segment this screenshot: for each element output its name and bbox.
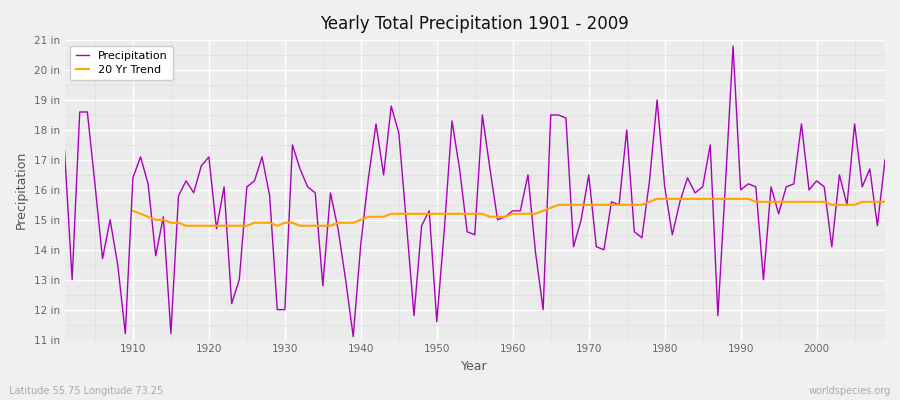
20 Yr Trend xyxy=(181,223,192,228)
Precipitation xyxy=(728,44,739,48)
Legend: Precipitation, 20 Yr Trend: Precipitation, 20 Yr Trend xyxy=(70,46,173,80)
Text: Latitude 55.75 Longitude 73.25: Latitude 55.75 Longitude 73.25 xyxy=(9,386,163,396)
20 Yr Trend xyxy=(834,202,845,207)
20 Yr Trend xyxy=(583,202,594,207)
Line: 20 Yr Trend: 20 Yr Trend xyxy=(133,199,885,226)
Line: Precipitation: Precipitation xyxy=(65,46,885,336)
X-axis label: Year: Year xyxy=(462,360,488,373)
20 Yr Trend xyxy=(857,200,868,204)
20 Yr Trend xyxy=(279,220,290,225)
Title: Yearly Total Precipitation 1901 - 2009: Yearly Total Precipitation 1901 - 2009 xyxy=(320,15,629,33)
Precipitation xyxy=(333,226,344,231)
20 Yr Trend xyxy=(310,223,320,228)
Text: worldspecies.org: worldspecies.org xyxy=(809,386,891,396)
Precipitation xyxy=(606,200,616,204)
Precipitation xyxy=(120,331,130,336)
Precipitation xyxy=(508,208,518,213)
Precipitation xyxy=(347,334,358,339)
20 Yr Trend xyxy=(128,208,139,213)
20 Yr Trend xyxy=(652,196,662,201)
Precipitation xyxy=(287,142,298,147)
Precipitation xyxy=(515,208,526,213)
Y-axis label: Precipitation: Precipitation xyxy=(15,151,28,229)
20 Yr Trend xyxy=(523,212,534,216)
20 Yr Trend xyxy=(879,200,890,204)
Precipitation xyxy=(59,148,70,153)
Precipitation xyxy=(879,158,890,162)
